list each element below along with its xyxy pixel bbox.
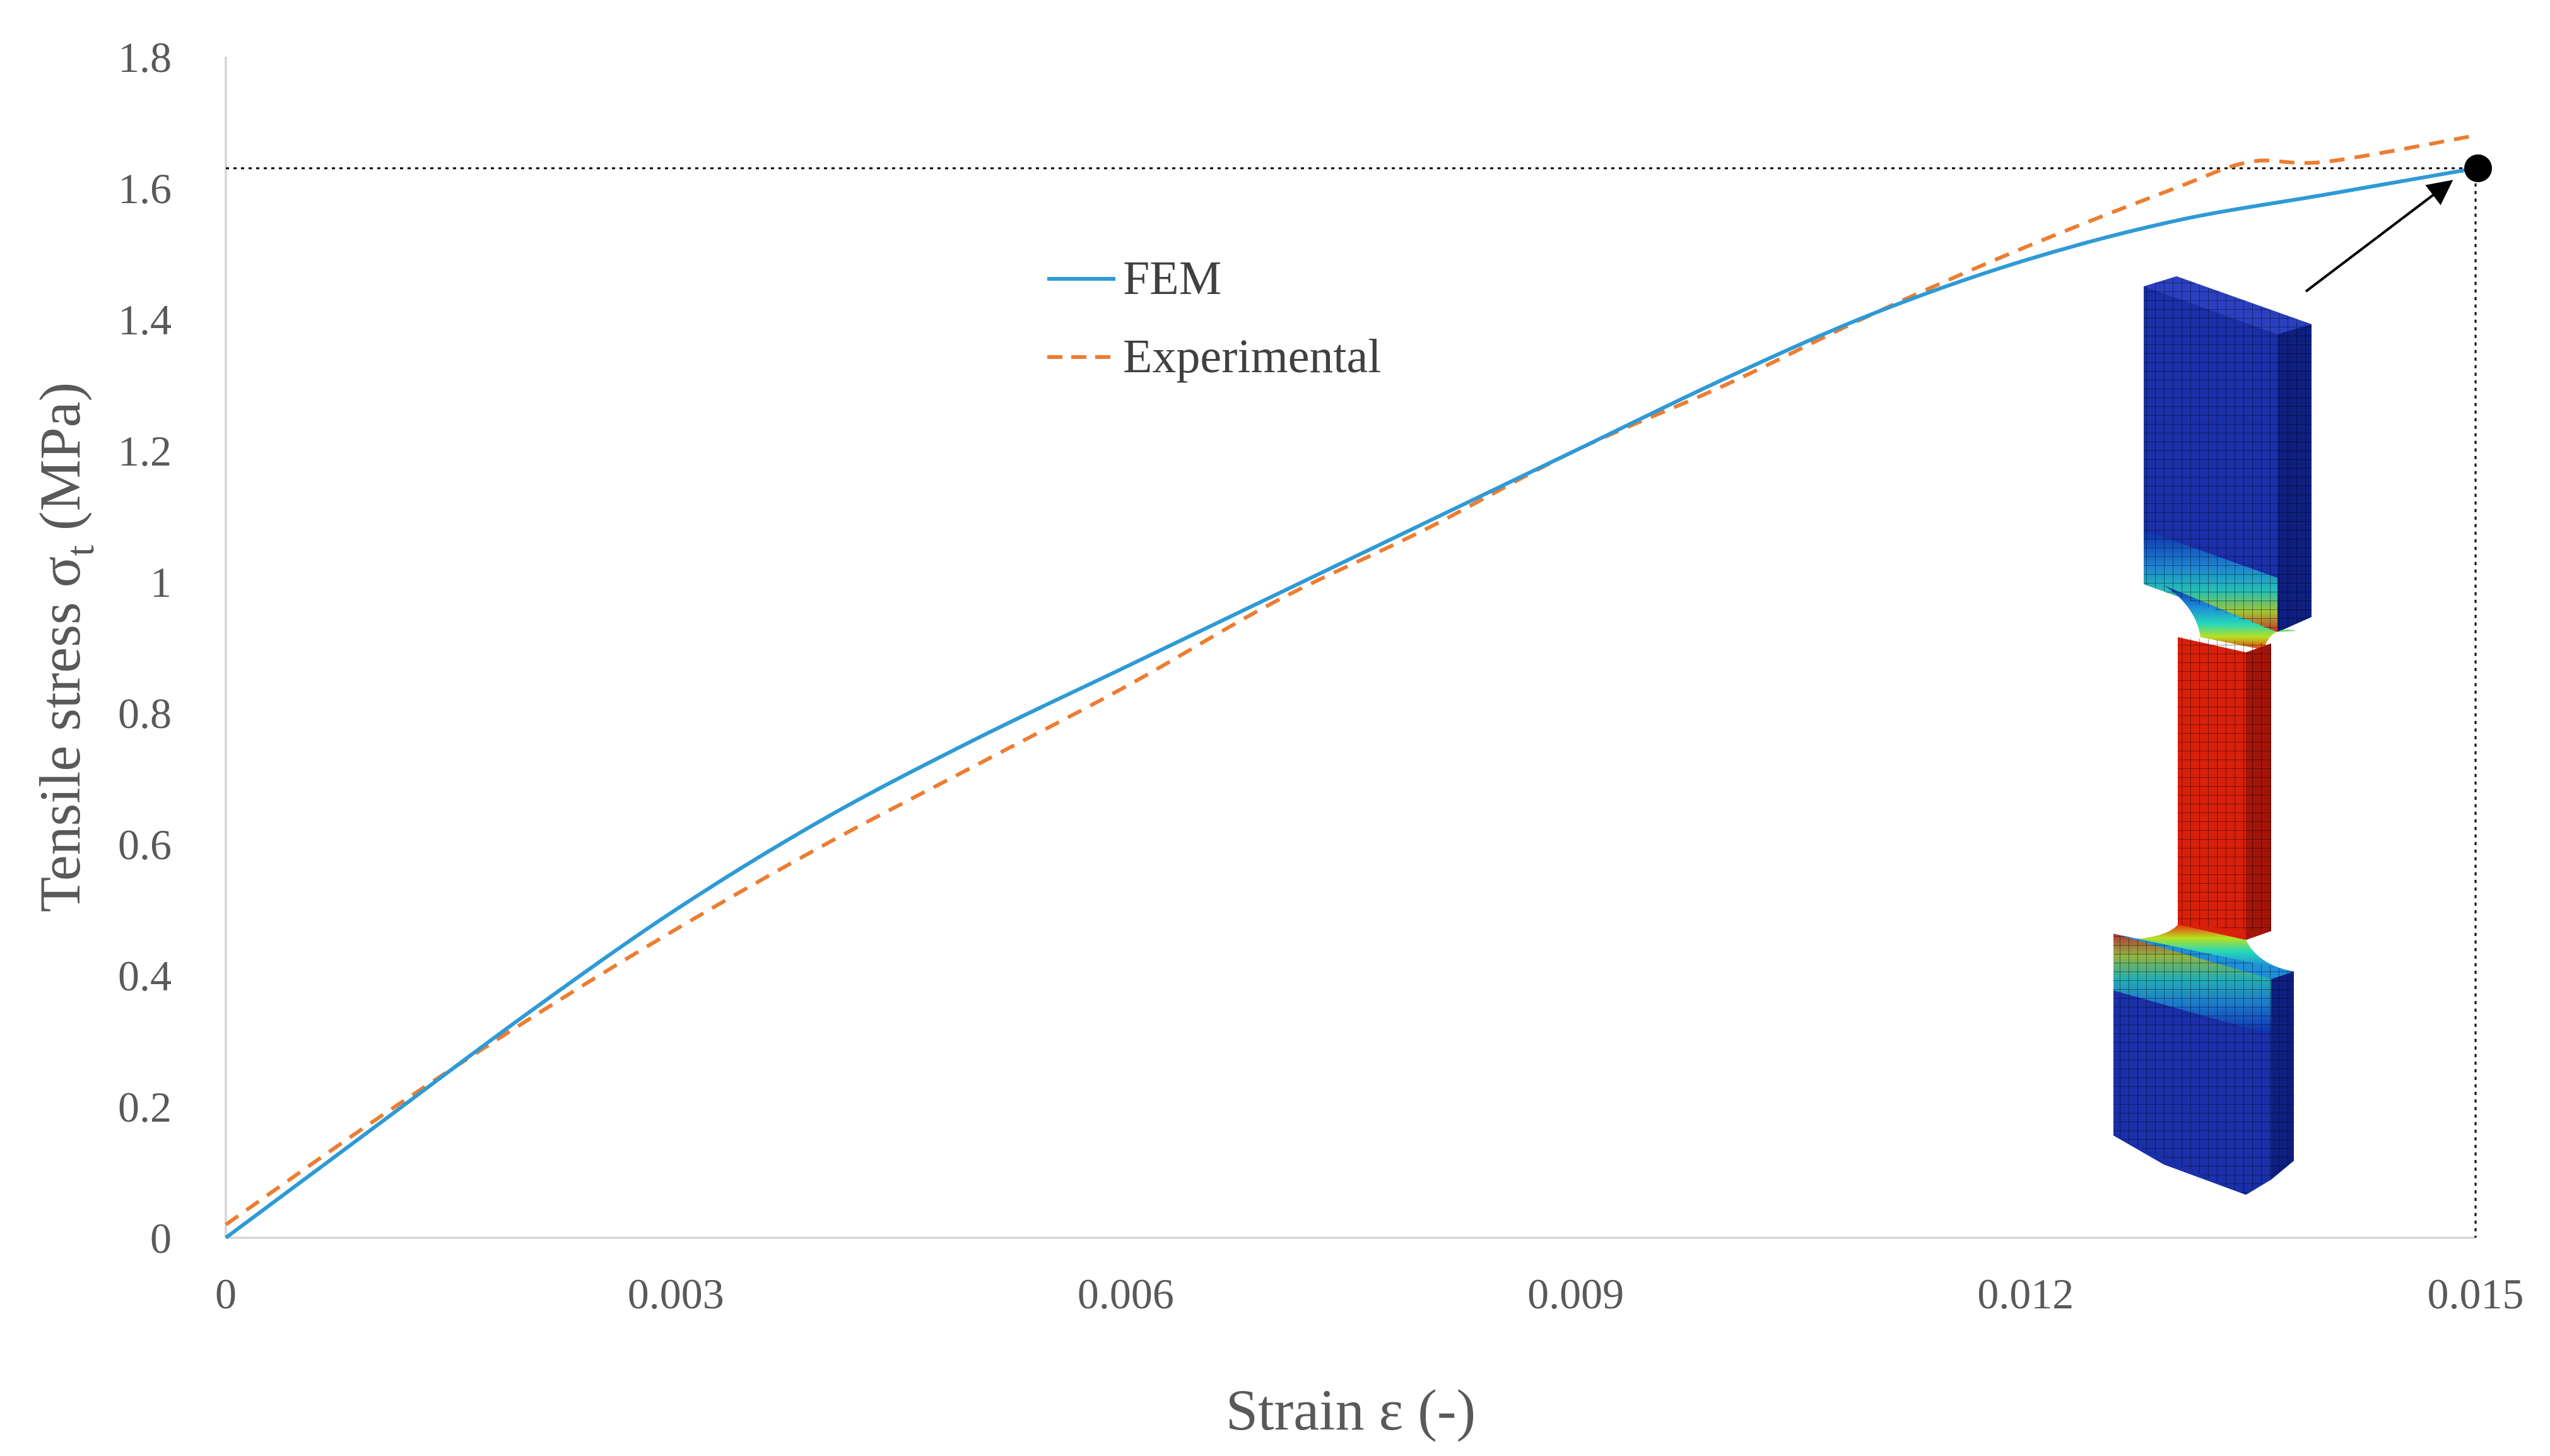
series-experimental-line <box>225 133 2476 1226</box>
y-tick-label: 0 <box>150 1214 172 1262</box>
y-axis-title: Tensile stress σt (MPa) <box>28 382 102 912</box>
y-tick-label: 1.4 <box>118 296 172 344</box>
y-axis-title-unit: (MPa) <box>28 382 92 545</box>
y-tick-label: 1.6 <box>118 165 172 213</box>
y-tick-label: 0.6 <box>118 821 172 869</box>
series-fem-line <box>225 166 2476 1240</box>
x-tick-label: 0.009 <box>1527 1270 1624 1318</box>
x-tick-label: 0.003 <box>628 1270 724 1318</box>
y-tick-labels: 0 0.2 0.4 0.6 0.8 1 1.2 1.4 1.6 1.8 <box>118 33 172 1262</box>
y-tick-label: 0.2 <box>118 1083 172 1131</box>
legend: FEM Experimental <box>1047 252 1381 383</box>
x-tick-labels: 0 0.003 0.006 0.009 0.012 0.015 <box>215 1270 2524 1318</box>
y-tick-label: 1.8 <box>118 33 172 81</box>
legend-fem-label: FEM <box>1123 252 1221 305</box>
legend-experimental-label: Experimental <box>1123 330 1381 383</box>
y-tick-label: 1 <box>150 558 172 606</box>
y-axis-title-subscript: t <box>57 545 102 556</box>
y-tick-label: 1.2 <box>118 427 172 475</box>
y-axis-title-main: Tensile stress σ <box>28 556 92 912</box>
y-tick-label: 0.4 <box>118 952 172 1000</box>
x-tick-label: 0.006 <box>1078 1270 1174 1318</box>
x-axis-title: Strain ε (-) <box>1226 1378 1476 1442</box>
x-tick-label: 0.015 <box>2428 1270 2524 1318</box>
x-tick-label: 0 <box>215 1270 237 1318</box>
inset-pointer-arrow <box>2305 180 2453 293</box>
failure-point-marker <box>2464 154 2492 182</box>
fem-specimen-inset <box>2113 276 2312 1195</box>
x-tick-label: 0.012 <box>1977 1270 2074 1318</box>
y-tick-label: 0.8 <box>118 690 172 737</box>
